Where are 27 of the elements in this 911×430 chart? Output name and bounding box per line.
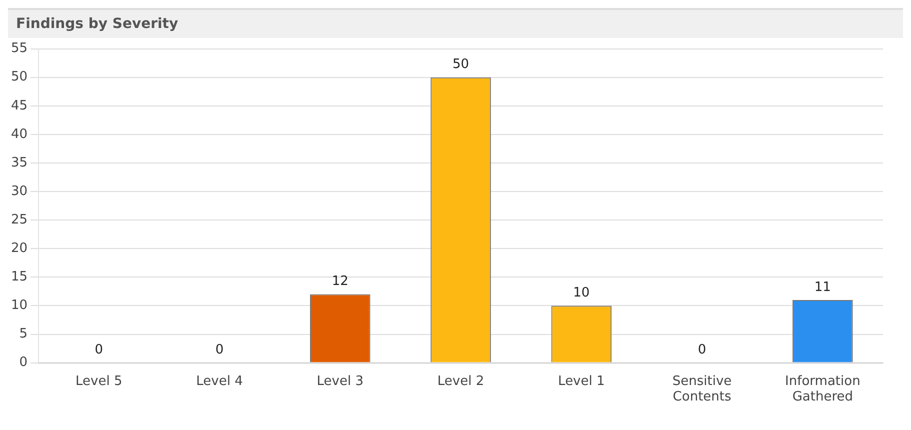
chart-title: Findings by Severity [8,8,903,38]
x-tick-label: Level 3 [316,374,364,389]
x-tick-label: Level 4 [196,374,243,389]
x-tick-label: Level 2 [437,374,484,389]
data-label: 0 [698,342,706,358]
y-tick-label: 50 [10,70,28,85]
x-tick-label: Sensitive Contents [672,374,732,405]
y-tick-label: 45 [10,98,28,114]
data-label: 10 [573,286,590,301]
x-tick-label: Level 5 [76,374,122,389]
y-tick-label: 35 [10,155,28,170]
data-label: 0 [94,342,103,358]
y-tick-label: 30 [10,184,28,199]
data-label: 0 [215,342,224,358]
data-label: 12 [332,274,348,290]
y-tick-label: 5 [19,326,28,342]
y-tick-label: 0 [19,355,28,370]
data-label: 50 [452,57,470,72]
y-tick-label: 20 [10,240,28,256]
y-tick-label: 55 [10,41,28,56]
x-tick-label: Level 1 [558,374,605,389]
y-tick-label: 10 [10,298,28,314]
y-tick-label: 15 [10,270,28,285]
y-tick-label: 40 [10,126,28,142]
data-label: 11 [814,280,831,295]
x-tick-label: Information Gathered [785,374,860,405]
y-tick-label: 25 [10,212,28,228]
